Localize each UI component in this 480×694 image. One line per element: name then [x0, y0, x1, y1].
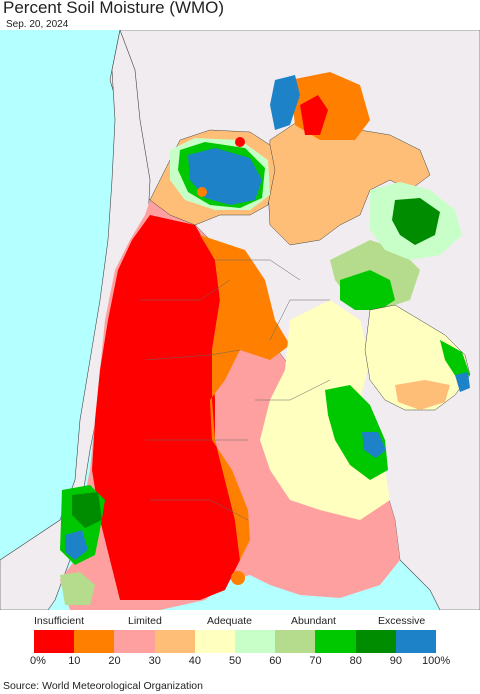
map-date: Sep. 20, 2024 [6, 19, 69, 30]
legend-category-abundant: Abundant [291, 615, 336, 627]
legend-tick-label: 60 [269, 655, 282, 667]
legend-swatch-0 [34, 630, 75, 653]
legend-tick-label: 100% [422, 655, 451, 667]
bolivia-dry-spot-2 [197, 187, 207, 197]
legend-swatch-1 [74, 630, 115, 653]
uruguay-green-east [440, 340, 470, 380]
tierra-del-fuego-green [60, 572, 95, 605]
legend-tick-label: 50 [229, 655, 242, 667]
limited-zone-central [200, 235, 290, 560]
bolivia-dry-spot [235, 137, 245, 147]
legend-swatch-2 [114, 630, 155, 653]
legend-swatch-6 [275, 630, 316, 653]
legend-category-limited: Limited [128, 615, 162, 627]
wet-zone-buenos-aires [325, 385, 388, 480]
legend-tick-label: 20 [108, 655, 121, 667]
paraguay-north-blue [270, 75, 300, 130]
legend-swatch-4 [194, 630, 236, 653]
insufficient-zone-west [92, 215, 240, 600]
legend-swatch-9 [395, 630, 437, 653]
legend-category-excessive: Excessive [378, 615, 426, 627]
legend-swatch-7 [315, 630, 356, 653]
legend-tick-label: 0% [30, 655, 46, 667]
legend-swatch-8 [355, 630, 396, 653]
patagonia-blue-lake [65, 530, 88, 560]
legend-tick-label: 40 [188, 655, 202, 667]
source-credit: Source: World Meteorological Organizatio… [3, 680, 203, 692]
excessive-zone-buenos-aires [362, 432, 386, 458]
uruguay-blue-coast [455, 372, 470, 392]
legend-color-bar [34, 630, 437, 653]
paraguay-north-red [300, 95, 328, 135]
legend-tick-label: 70 [309, 655, 322, 667]
south-orange-spot [231, 571, 245, 585]
legend-tick-label: 90 [389, 655, 403, 667]
legend-tick-label: 30 [148, 655, 161, 667]
legend-swatch-5 [235, 630, 276, 653]
legend-swatch-3 [154, 630, 195, 653]
soil-moisture-map [0, 30, 480, 610]
legend-tick-label: 80 [349, 655, 362, 667]
paraguay-east-green [392, 198, 440, 245]
province-borders [140, 259, 331, 521]
map-title: Percent Soil Moisture (WMO) [3, 0, 225, 17]
patagonia-dark-green [72, 492, 102, 528]
legend-category-insufficient: Insufficient [34, 615, 85, 627]
legend-category-adequate: Adequate [207, 615, 252, 627]
uruguay-orange-south [395, 380, 450, 410]
wet-zone-mesopotamia [340, 270, 395, 310]
legend-tick-label: 10 [68, 655, 81, 667]
